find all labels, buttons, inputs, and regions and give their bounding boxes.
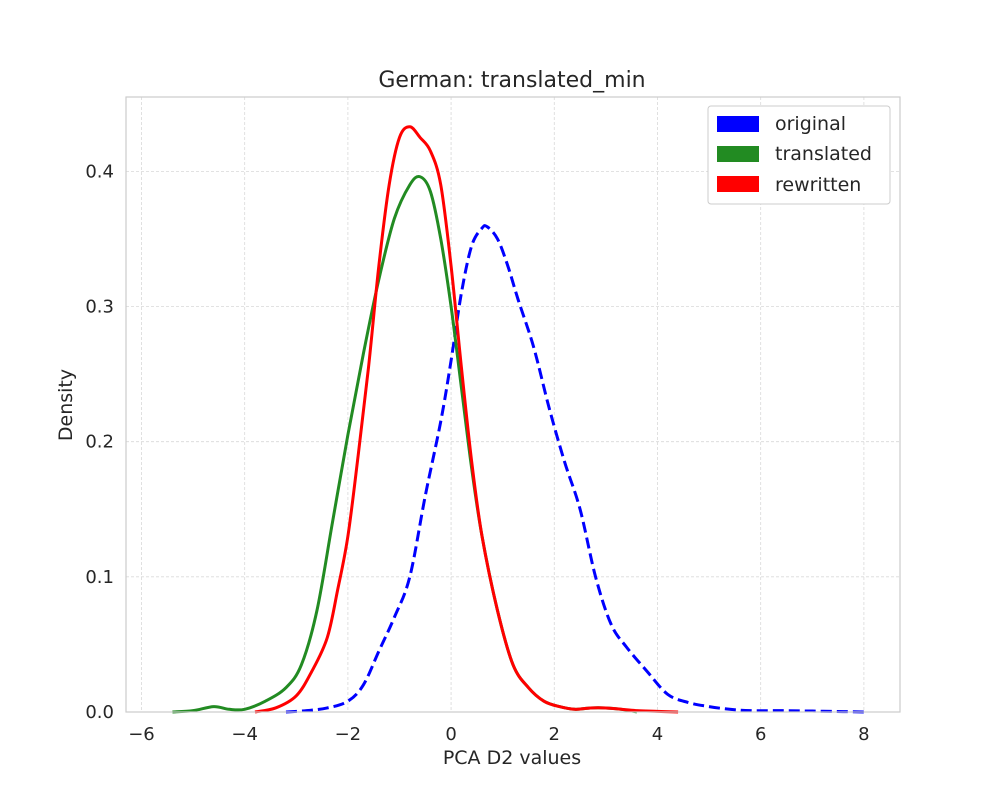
y-tick-label: 0.1	[85, 567, 114, 588]
plot-area-frame	[125, 96, 901, 713]
x-axis-ticks: −6 −4 −2 0 2 4 6 8	[128, 724, 869, 745]
y-tick-label: 0.2	[85, 432, 114, 453]
chart-title: German: translated_min	[378, 68, 645, 93]
x-tick-label: 8	[858, 724, 869, 745]
x-tick-label: 2	[549, 724, 560, 745]
series-lines	[172, 125, 864, 714]
legend-swatch-original	[717, 116, 759, 132]
legend-swatch-translated	[717, 146, 759, 162]
x-tick-label: −4	[231, 724, 258, 745]
legend-swatch-rewritten	[717, 176, 759, 192]
y-tick-label: 0.3	[85, 297, 114, 318]
x-tick-label: −6	[128, 724, 155, 745]
legend-label-translated: translated	[775, 143, 872, 165]
legend-label-original: original	[775, 113, 846, 135]
legend: original translated rewritten	[707, 105, 891, 205]
y-tick-label: 0.0	[85, 702, 114, 723]
y-axis-ticks: 0.0 0.1 0.2 0.3 0.4	[85, 161, 114, 723]
x-tick-label: 4	[652, 724, 663, 745]
x-tick-label: 6	[755, 724, 766, 745]
y-tick-label: 0.4	[85, 161, 114, 182]
y-axis-label: Density	[55, 369, 77, 441]
x-tick-label: 0	[445, 724, 456, 745]
series-line-original	[285, 224, 864, 714]
x-tick-label: −2	[335, 724, 362, 745]
x-axis-label: PCA D2 values	[443, 747, 581, 769]
series-line-rewritten	[254, 125, 679, 714]
legend-label-rewritten: rewritten	[775, 174, 861, 196]
